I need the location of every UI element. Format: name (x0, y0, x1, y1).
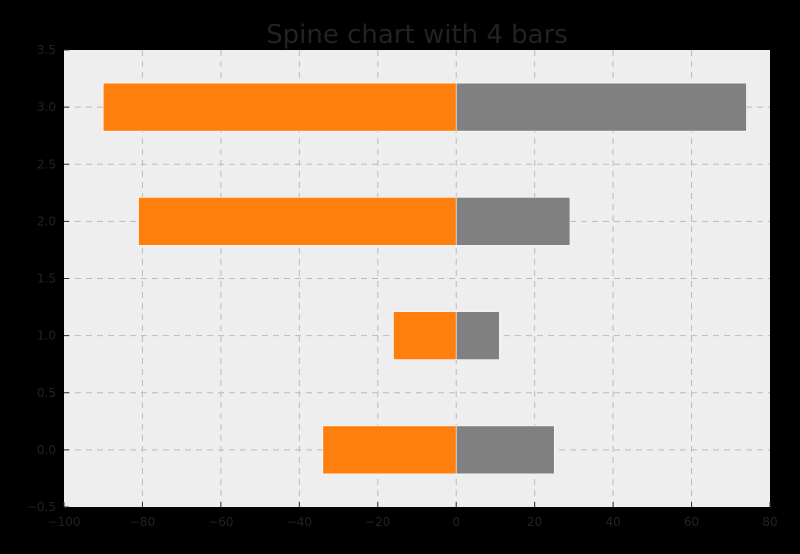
bar-series1-0 (455, 425, 555, 475)
bar-series0-2 (138, 197, 457, 246)
y-axis-ticks: −0.5 0.0 0.5 1.0 1.5 2.0 2.5 3.0 3.5 (27, 43, 69, 514)
y-tick-label-5: 2.0 (37, 214, 56, 228)
x-tick-label-6: 20 (527, 515, 542, 529)
x-tick-label-2: −60 (208, 515, 233, 529)
y-tick-label-4: 1.5 (37, 272, 56, 286)
y-tick-label-7: 3.0 (37, 100, 56, 114)
x-tick-label-0: −100 (48, 515, 81, 529)
bar-series0-3 (102, 82, 457, 132)
bars (102, 82, 747, 475)
bar-series0-0 (322, 425, 457, 475)
bar-series1-2 (455, 197, 571, 246)
x-tick-label-1: −80 (130, 515, 155, 529)
x-tick-label-7: 40 (605, 515, 620, 529)
chart-title: Spine chart with 4 bars (266, 20, 568, 50)
y-tick-label-3: 1.0 (37, 329, 56, 343)
x-tick-label-4: −20 (365, 515, 390, 529)
y-tick-label-0: −0.5 (27, 500, 56, 514)
x-tick-label-3: −40 (287, 515, 312, 529)
bar-series1-1 (455, 311, 500, 360)
x-axis-ticks: −100 −80 −60 −40 −20 0 20 40 60 80 (48, 502, 778, 529)
bar-series0-1 (393, 311, 457, 360)
y-tick-label-1: 0.0 (37, 443, 56, 457)
y-tick-label-8: 3.5 (37, 43, 56, 57)
x-tick-label-8: 60 (684, 515, 699, 529)
y-tick-label-6: 2.5 (37, 157, 56, 171)
x-tick-label-5: 0 (452, 515, 460, 529)
bar-series1-3 (455, 82, 747, 132)
x-tick-label-9: 80 (762, 515, 777, 529)
y-tick-label-2: 0.5 (37, 386, 56, 400)
